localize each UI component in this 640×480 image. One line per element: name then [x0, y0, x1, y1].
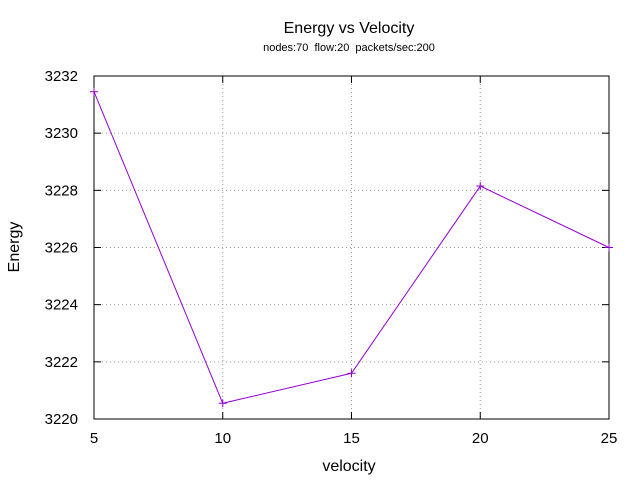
x-tick-label: 10 — [214, 430, 231, 447]
y-tick-label: 3220 — [45, 411, 78, 428]
y-tick-label: 3226 — [45, 240, 78, 257]
x-tick-label: 15 — [343, 430, 360, 447]
data-point-marker — [90, 87, 98, 96]
y-tick-label: 3230 — [45, 125, 78, 142]
data-point-marker — [476, 182, 485, 191]
x-axis-label: velocity — [322, 458, 375, 475]
data-point-marker — [218, 399, 227, 408]
chart-title: Energy vs Velocity — [284, 20, 415, 37]
y-tick-label: 3232 — [45, 68, 78, 85]
data-point-marker — [347, 369, 356, 378]
y-tick-label: 3222 — [45, 354, 78, 371]
x-tick-label: 20 — [472, 430, 489, 447]
data-point-marker — [605, 243, 613, 252]
x-tick-label: 5 — [90, 430, 98, 447]
plot-area-frame — [93, 75, 610, 420]
y-tick-label: 3224 — [45, 297, 78, 314]
series-layer — [90, 87, 613, 408]
gridlines — [94, 76, 609, 419]
y-axis-label: Energy — [6, 222, 23, 273]
axis-ticks: 5 10 15 20 25 3220 3222 3224 3226 3228 3230 3232 — [45, 68, 618, 447]
chart-subtitle: nodes:70 flow:20 packets/sec:200 — [263, 42, 435, 54]
x-tick-label: 25 — [601, 430, 618, 447]
y-tick-label: 3228 — [45, 182, 78, 199]
